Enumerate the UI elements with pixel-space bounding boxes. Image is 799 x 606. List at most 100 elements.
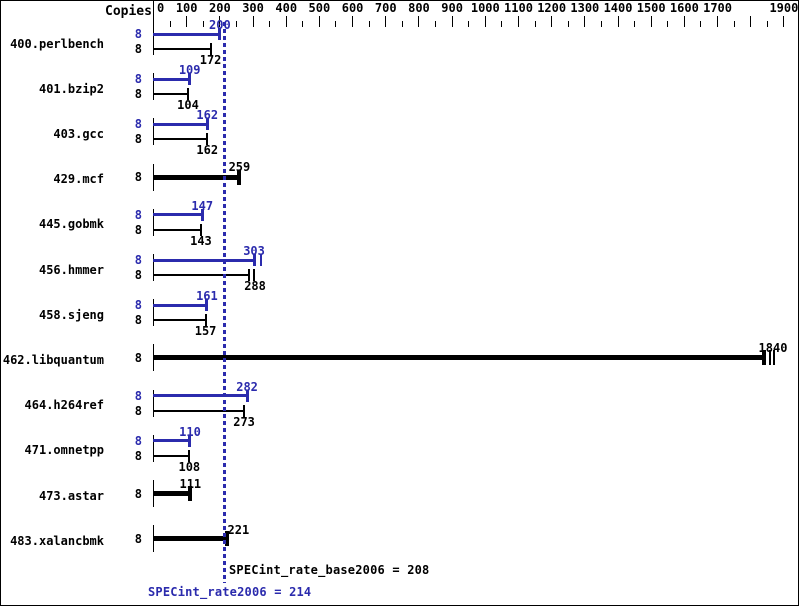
bar-value-label: 162 [196, 108, 219, 123]
base-bar [153, 93, 188, 96]
x-axis-tick-label: 1300 [570, 1, 600, 15]
x-axis-tick-label: 0 [157, 1, 165, 15]
basepeak-bar [153, 536, 227, 542]
bar-end-tick [218, 28, 222, 40]
bar-end-tick [762, 350, 766, 366]
x-axis-minor-tick [202, 21, 204, 27]
bar-value-label: 303 [243, 244, 265, 258]
bar-start-tick [153, 28, 154, 55]
benchmark-label: 401.bzip2 [38, 81, 104, 96]
x-axis-tick-label: 1600 [669, 1, 699, 15]
x-axis-minor-tick [169, 21, 171, 27]
copies-column-header: Copies [105, 4, 152, 19]
copies-value: 8 [134, 117, 142, 132]
bar-end-tick [209, 43, 212, 55]
benchmark-label: 445.gobmk [38, 217, 104, 232]
x-axis-tick-label: 300 [242, 1, 264, 15]
base-bar [153, 138, 208, 141]
copies-value: 8 [134, 132, 142, 147]
benchmark-label: 456.hmmer [38, 262, 104, 277]
peak-bar [153, 439, 190, 443]
bar-end-tick [224, 531, 229, 547]
x-axis-major-tick [352, 16, 354, 27]
benchmark-label: 483.xalancbmk [10, 533, 104, 548]
bar-value-label: 259 [228, 160, 251, 175]
x-axis-major-tick [385, 16, 387, 27]
bar-end-tick [188, 449, 191, 462]
x-axis-minor-tick [335, 21, 337, 27]
run-range-tick [260, 254, 263, 266]
run-range-tick [253, 269, 256, 281]
x-axis-major-tick [783, 16, 785, 27]
bar-value-label: 273 [233, 414, 255, 429]
copies-value: 8 [134, 170, 142, 185]
base-bar [153, 274, 250, 276]
copies-value: 8 [134, 433, 142, 448]
bar-value-label: 1840 [758, 340, 788, 355]
run-range-tick [769, 350, 771, 366]
peak-bar [153, 394, 248, 398]
peak-bar [153, 258, 255, 262]
copies-value: 8 [134, 87, 142, 102]
x-axis-minor-tick [468, 21, 470, 27]
basepeak-bar [153, 355, 764, 361]
copies-value: 8 [134, 388, 142, 403]
bar-start-tick [153, 434, 154, 462]
x-axis-tick-label: 500 [308, 1, 331, 15]
x-axis-major-tick [252, 16, 254, 27]
x-axis-minor-tick [269, 21, 271, 27]
x-axis-minor-tick [634, 21, 636, 27]
copies-value: 8 [134, 27, 142, 41]
x-axis-minor-tick [667, 21, 669, 27]
bar-end-tick [252, 254, 256, 266]
bar-end-tick [199, 223, 202, 236]
bar-value-label: 143 [190, 233, 212, 248]
bar-end-tick [206, 133, 209, 146]
x-axis-tick-label: 100 [175, 1, 198, 15]
x-axis-tick-label: 400 [275, 1, 298, 15]
bar-value-label: 288 [244, 279, 266, 293]
x-axis-major-tick [219, 16, 221, 27]
x-axis-major-tick [318, 16, 320, 27]
x-axis-tick-label: 1000 [470, 1, 500, 15]
bar-end-tick [237, 169, 242, 185]
x-axis: 0 100 200 300 400 500 600 700 800 900 1000 1100 1200… [1, 1, 798, 29]
reference-line [223, 22, 226, 583]
benchmark-label: 462.libquantum [2, 352, 104, 367]
x-axis-tick-label: 1500 [636, 1, 666, 15]
bar-end-tick [248, 269, 251, 281]
peak-bar [153, 122, 208, 126]
x-axis-minor-tick [534, 21, 536, 27]
benchmark-label: 458.sjeng [38, 307, 104, 322]
copies-value: 8 [134, 448, 142, 463]
bar-end-tick [243, 404, 246, 417]
x-axis-major-tick [418, 16, 420, 27]
x-axis-tick-label: 1400 [603, 1, 633, 15]
x-axis-tick-label: 600 [341, 1, 364, 15]
copies-value: 8 [134, 486, 142, 501]
benchmark-label: 464.h264ref [24, 398, 104, 413]
benchmark-label: 473.astar [38, 488, 104, 503]
base-summary-text: SPECint_rate_base2006 = 208 [229, 563, 430, 577]
benchmark-label: 400.perlbench [10, 36, 104, 51]
x-axis-major-tick [285, 16, 287, 27]
bar-start-tick [153, 73, 154, 101]
x-axis-minor-tick [766, 21, 768, 27]
base-bar [153, 48, 211, 50]
bar-start-tick [153, 118, 154, 146]
bar-end-tick [245, 389, 249, 402]
bar-value-label: 157 [194, 324, 217, 339]
x-axis-tick-label: 1100 [504, 1, 533, 15]
benchmark-label: 471.omnetpp [24, 443, 104, 458]
x-axis-tick-label: 700 [374, 1, 397, 15]
peak-bar [153, 77, 190, 81]
copies-value: 8 [134, 403, 142, 418]
bar-value-label: 162 [196, 143, 219, 158]
benchmark-label: 429.mcf [53, 172, 104, 187]
bar-end-tick [188, 486, 193, 501]
x-axis-major-tick [451, 16, 453, 27]
x-axis-minor-tick [435, 21, 437, 27]
x-axis-major-tick [717, 16, 719, 27]
x-axis-major-tick [584, 16, 586, 27]
basepeak-bar [153, 491, 191, 496]
